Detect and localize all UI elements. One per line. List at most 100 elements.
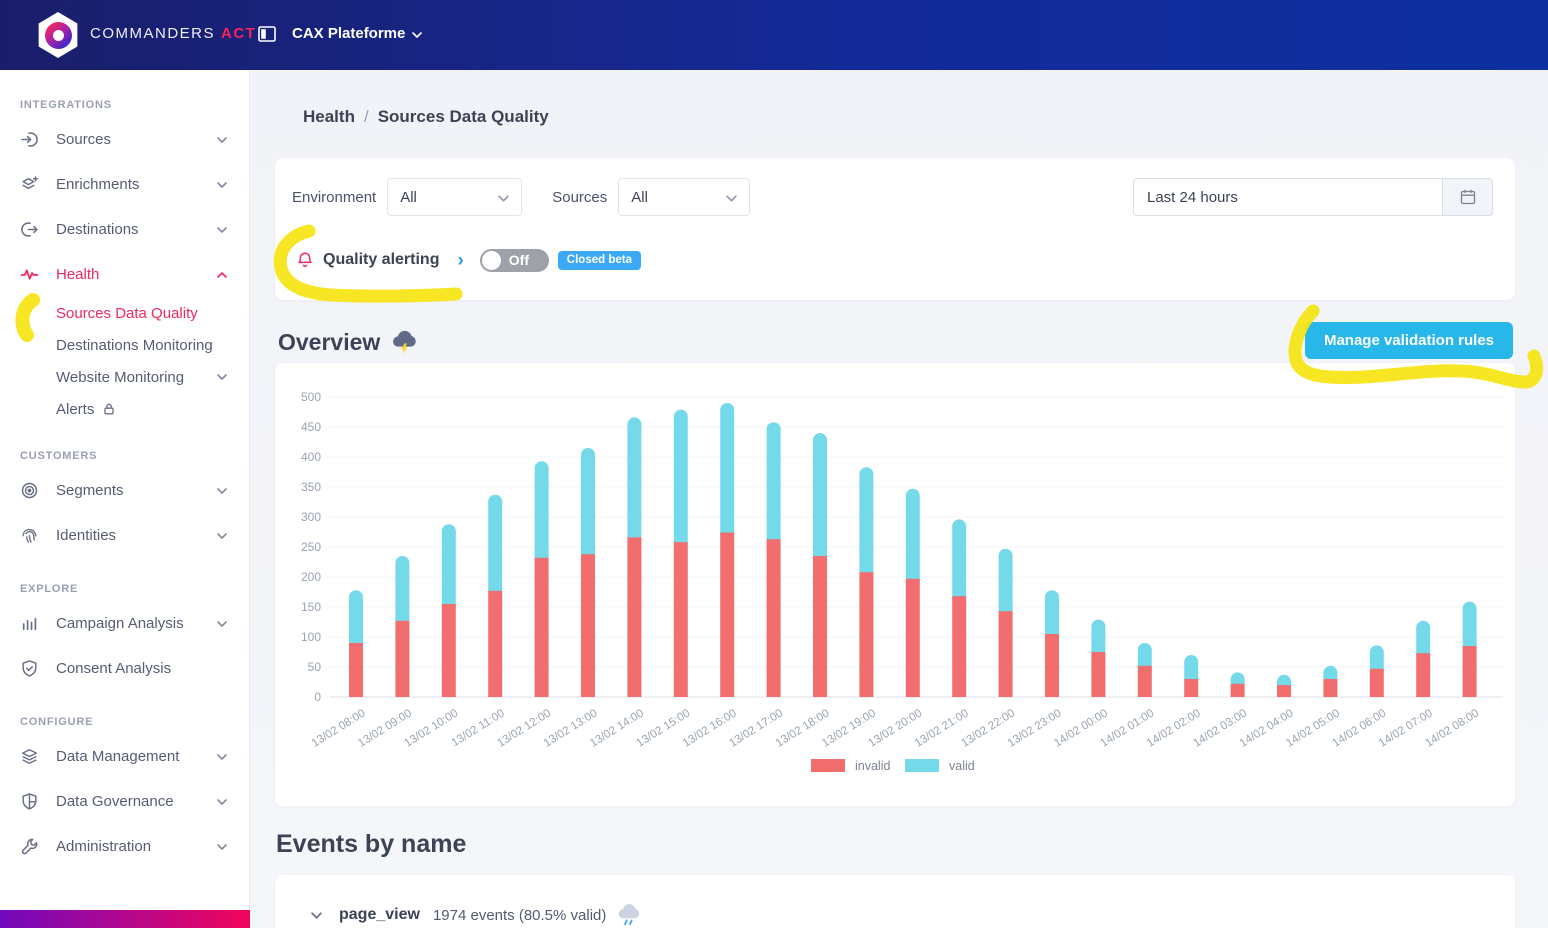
workspace-selector[interactable]: CAX Plateforme — [292, 25, 422, 42]
bar-invalid — [395, 621, 409, 697]
environment-label: Environment — [292, 189, 376, 206]
svg-text:50: 50 — [308, 660, 322, 674]
health-icon — [20, 265, 40, 285]
closed-beta-badge: Closed beta — [558, 251, 641, 270]
bar-invalid — [1091, 652, 1105, 697]
events-by-name-title: Events by name — [276, 830, 466, 859]
sidebar-item-enrichments[interactable]: Enrichments — [0, 162, 249, 207]
sidebar-item-sources-data-quality[interactable]: Sources Data Quality — [0, 297, 249, 329]
consent-analysis-icon — [20, 659, 40, 679]
sources-icon — [20, 130, 40, 150]
bar-valid — [906, 489, 920, 586]
bar-invalid — [767, 539, 781, 697]
storm-cloud-icon — [390, 328, 420, 356]
bar-valid — [349, 590, 363, 650]
bar-valid — [720, 403, 734, 540]
sidebar-section-explore: EXPLORE — [20, 583, 249, 595]
legend-label-valid: valid — [949, 759, 975, 773]
bar-valid — [813, 433, 827, 563]
chevron-down-icon — [217, 227, 227, 233]
sidebar-gradient-bar — [0, 910, 250, 928]
sidebar-section-integrations: INTEGRATIONS — [20, 99, 249, 111]
legend-swatch-valid — [905, 759, 939, 772]
administration-icon — [20, 837, 40, 857]
campaign-analysis-icon — [20, 614, 40, 634]
date-range-input[interactable]: Last 24 hours — [1133, 178, 1443, 216]
bar-valid — [859, 467, 873, 579]
bar-invalid — [1463, 646, 1477, 697]
sidebar-item-segments[interactable]: Segments — [0, 468, 249, 513]
svg-text:150: 150 — [301, 600, 321, 614]
bar-invalid — [1138, 666, 1152, 697]
svg-text:200: 200 — [301, 570, 321, 584]
sidebar: INTEGRATIONS Sources Enrichments Destina… — [0, 70, 250, 928]
chevron-down-icon[interactable] — [311, 912, 322, 919]
chevron-down-icon — [412, 32, 422, 38]
event-row-page-view[interactable]: page_view 1974 events (80.5% valid) — [275, 875, 1515, 928]
sidebar-item-consent-analysis[interactable]: Consent Analysis — [0, 646, 249, 691]
svg-text:400: 400 — [301, 450, 321, 464]
chevron-down-icon — [217, 137, 227, 143]
brand-primary: COMMANDERS — [90, 25, 215, 42]
data-governance-icon — [20, 792, 40, 812]
filters-panel: Environment All Sources All — [275, 158, 1515, 300]
chevron-down-icon — [217, 488, 227, 494]
bar-invalid — [442, 604, 456, 697]
manage-validation-rules-button[interactable]: Manage validation rules — [1305, 322, 1513, 359]
legend-label-invalid: invalid — [855, 759, 890, 773]
toggle-state-label: Off — [509, 252, 529, 268]
breadcrumb: Health/Sources Data Quality — [303, 107, 549, 127]
enrichments-icon — [20, 175, 40, 195]
bar-invalid — [1277, 685, 1291, 697]
rain-cloud-icon — [616, 902, 643, 928]
calendar-button[interactable] — [1443, 178, 1493, 216]
bar-invalid — [1045, 634, 1059, 697]
sources-select[interactable]: All — [618, 178, 750, 216]
sidebar-item-destinations[interactable]: Destinations — [0, 207, 249, 252]
sidebar-item-administration[interactable]: Administration — [0, 824, 249, 869]
bar-valid — [767, 422, 781, 546]
chevron-down-icon — [217, 374, 227, 380]
chevron-down-icon — [217, 533, 227, 539]
sidebar-collapse-icon[interactable] — [258, 26, 276, 42]
event-summary: 1974 events (80.5% valid) — [433, 907, 606, 924]
chevron-down-icon — [217, 754, 227, 760]
bar-valid — [535, 461, 549, 565]
segments-icon — [20, 481, 40, 501]
bar-invalid — [1370, 669, 1384, 697]
sidebar-item-alerts[interactable]: Alerts — [0, 393, 249, 425]
environment-select[interactable]: All — [387, 178, 522, 216]
sidebar-section-configure: CONFIGURE — [20, 716, 249, 728]
bar-invalid — [627, 537, 641, 697]
breadcrumb-current: Sources Data Quality — [378, 107, 549, 126]
sidebar-item-health[interactable]: Health — [0, 252, 249, 297]
bar-valid — [1045, 590, 1059, 641]
sidebar-item-sources[interactable]: Sources — [0, 117, 249, 162]
sidebar-section-customers: CUSTOMERS — [20, 450, 249, 462]
sidebar-item-data-management[interactable]: Data Management — [0, 734, 249, 779]
lock-icon — [102, 402, 116, 416]
bar-valid — [395, 556, 409, 628]
sidebar-item-destinations-monitoring[interactable]: Destinations Monitoring — [0, 329, 249, 361]
breadcrumb-parent[interactable]: Health — [303, 107, 355, 126]
sidebar-item-campaign-analysis[interactable]: Campaign Analysis — [0, 601, 249, 646]
legend-swatch-invalid — [811, 759, 845, 772]
sidebar-item-website-monitoring[interactable]: Website Monitoring — [0, 361, 249, 393]
bar-invalid — [720, 533, 734, 697]
sources-data-quality-page: COMMANDERSACT CAX Plateforme INTEGRATION… — [0, 0, 1548, 928]
sidebar-item-data-governance[interactable]: Data Governance — [0, 779, 249, 824]
bell-icon — [296, 251, 314, 269]
bar-valid — [488, 495, 502, 598]
svg-text:350: 350 — [301, 480, 321, 494]
bar-valid — [674, 410, 688, 550]
events-by-name-panel: page_view 1974 events (80.5% valid) — [275, 875, 1515, 928]
quality-alerting-toggle[interactable]: Off — [480, 249, 549, 272]
svg-text:450: 450 — [301, 420, 321, 434]
sidebar-item-identities[interactable]: Identities — [0, 513, 249, 558]
bar-invalid — [581, 554, 595, 697]
main-content: Health/Sources Data Quality Environment … — [250, 70, 1548, 928]
bar-invalid — [674, 542, 688, 697]
chevron-down-icon — [217, 182, 227, 188]
identities-icon — [20, 526, 40, 546]
chevron-right-icon[interactable]: › — [457, 251, 463, 270]
